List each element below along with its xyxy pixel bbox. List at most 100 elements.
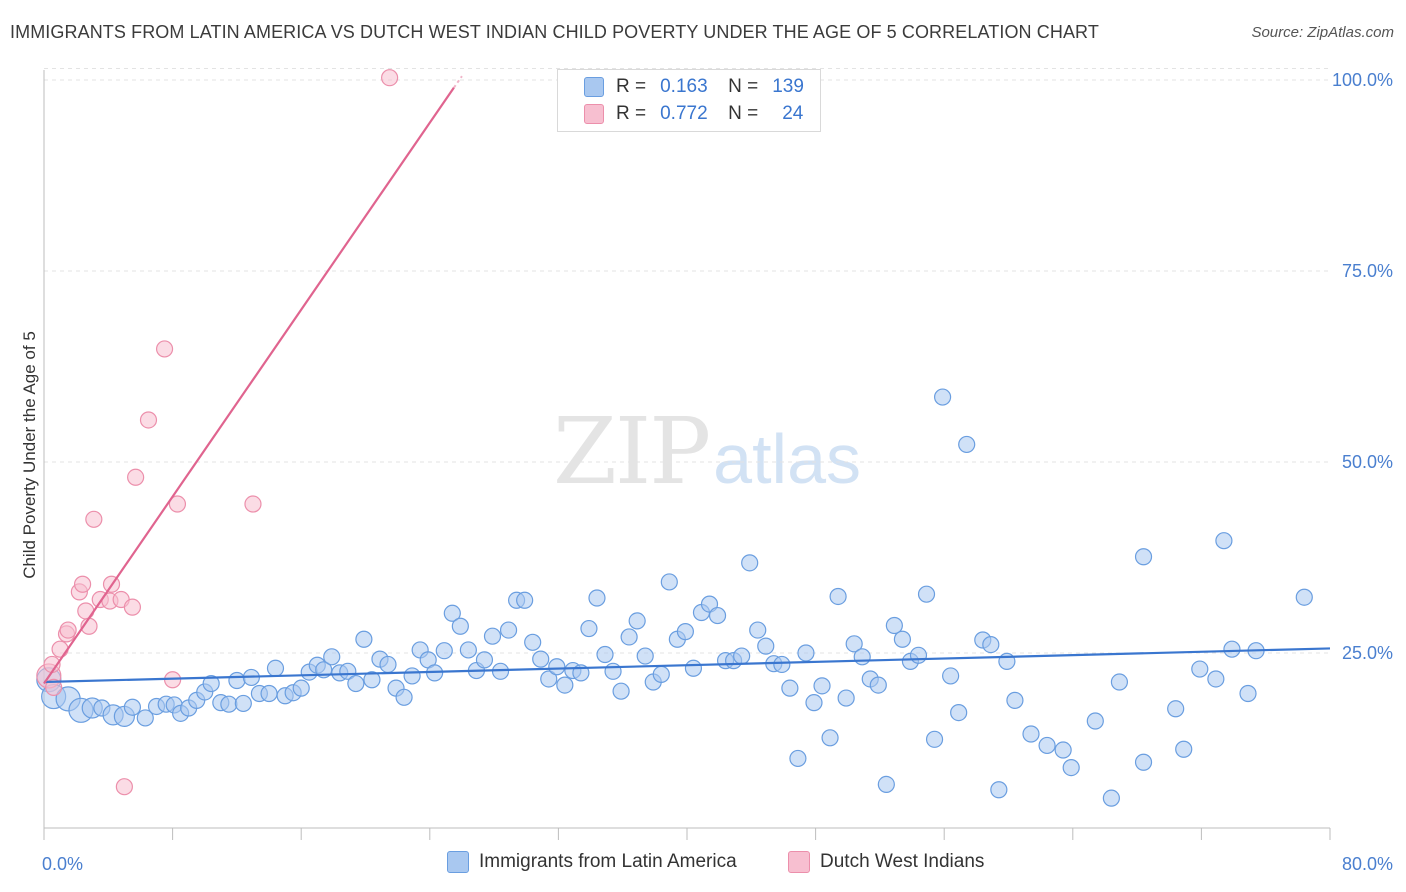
blue-point — [1223, 640, 1241, 658]
blue-swatch-icon — [447, 851, 469, 873]
blue-point — [540, 670, 558, 688]
blue-point — [395, 688, 413, 706]
blue-point — [347, 674, 365, 693]
pink-swatch-icon — [788, 851, 810, 873]
blue-point — [853, 648, 871, 666]
r-value: 0.163 — [660, 76, 708, 97]
blue-point — [499, 621, 518, 639]
legend-label: Dutch West Indians — [820, 851, 985, 872]
trend-line-dutch-west-indians — [43, 87, 455, 685]
blue-point — [813, 677, 831, 695]
y-tick-label: 75.0% — [1342, 261, 1393, 281]
blue-point — [893, 630, 912, 648]
blue-point — [869, 676, 887, 694]
pink-point — [139, 411, 158, 429]
blue-point — [612, 682, 630, 700]
blue-point — [805, 694, 823, 712]
blue-point — [942, 667, 960, 685]
pink-point — [115, 778, 133, 796]
pink-point — [244, 495, 262, 513]
pink-point — [127, 468, 145, 486]
blue-point — [749, 621, 767, 639]
blue-point — [958, 435, 976, 454]
blue-point — [1167, 700, 1185, 718]
blue-point — [1134, 548, 1153, 566]
watermark-zip: ZIP — [553, 398, 711, 505]
blue-point — [339, 662, 357, 680]
blue-point — [628, 612, 646, 630]
blue-point — [202, 674, 220, 693]
legend-item-dutch-west-indians: Dutch West Indians — [788, 851, 984, 873]
blue-point — [524, 633, 542, 651]
blue-point — [660, 573, 678, 591]
blue-point — [917, 585, 936, 603]
blue-point — [1022, 725, 1040, 743]
blue-point — [604, 662, 622, 680]
blue-point — [925, 730, 944, 748]
trend-line-latin-america — [43, 647, 1331, 684]
pink-point — [155, 340, 174, 358]
blue-point — [556, 676, 574, 694]
blue-point — [323, 648, 341, 666]
source-credit: Source: ZipAtlas.com — [1251, 24, 1394, 41]
blue-point — [950, 703, 968, 722]
blue-point — [909, 646, 928, 664]
blue-point — [990, 781, 1008, 799]
blue-point — [757, 637, 775, 655]
blue-point — [1175, 740, 1193, 758]
blue-point — [1191, 660, 1209, 678]
blue-point — [676, 623, 694, 641]
blue-point — [451, 617, 469, 635]
blue-point — [741, 554, 759, 572]
n-value: 139 — [772, 76, 804, 97]
pink-point — [123, 598, 142, 616]
x-tick-label: 0.0% — [42, 854, 83, 874]
blue-point — [260, 684, 278, 703]
n-label: N = — [728, 76, 759, 97]
blue-point — [379, 655, 397, 674]
pink-point — [45, 678, 63, 696]
pink-point — [85, 510, 103, 528]
watermark-atlas: atlas — [713, 420, 862, 498]
blue-point — [292, 679, 310, 697]
blue-point — [596, 645, 614, 664]
blue-point — [789, 749, 807, 768]
blue-point — [403, 667, 421, 685]
pink-point — [73, 575, 92, 593]
blue-point — [982, 635, 1000, 654]
blue-point — [443, 604, 461, 622]
chart-title: IMMIGRANTS FROM LATIN AMERICA VS DUTCH W… — [10, 22, 1099, 42]
blue-point — [1054, 741, 1072, 759]
blue-point — [548, 658, 566, 676]
blue-point — [1086, 712, 1104, 730]
blue-point — [1062, 758, 1080, 777]
blue-point — [773, 655, 791, 674]
blue-point — [877, 775, 895, 794]
blue-point — [733, 647, 751, 665]
blue-point — [355, 630, 373, 648]
pink-swatch-icon — [584, 104, 604, 124]
blue-point — [797, 644, 815, 662]
blue-point — [580, 619, 598, 638]
pink-point — [59, 621, 77, 639]
blue-point — [885, 616, 903, 635]
blue-point — [708, 606, 727, 625]
blue-point — [588, 589, 606, 607]
r-label: R = — [616, 76, 647, 97]
n-label: N = — [728, 103, 759, 124]
correlation-legend: R = 0.163 N = 139 R = 0.772 N = 24 — [557, 69, 821, 132]
watermark: ZIPatlas — [553, 398, 861, 505]
blue-point — [459, 641, 477, 659]
legend-row-dutch-west-indians: R = 0.772 N = 24 — [584, 101, 803, 127]
legend-item-latin-america: Immigrants from Latin America — [447, 851, 737, 873]
blue-point — [933, 388, 952, 406]
pink-point — [381, 69, 399, 87]
y-tick-label: 50.0% — [1342, 452, 1393, 472]
blue-point — [620, 628, 638, 646]
blue-point — [837, 689, 855, 707]
blue-point — [1239, 684, 1257, 703]
blue-point — [821, 729, 839, 747]
blue-swatch-icon — [584, 77, 604, 97]
blue-point — [829, 587, 847, 606]
